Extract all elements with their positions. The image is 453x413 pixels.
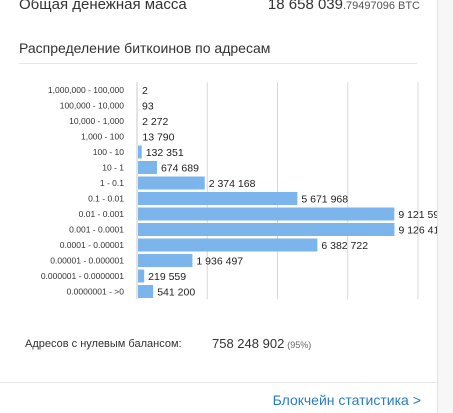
bar-value-label: 5 671 968 <box>301 194 348 206</box>
bar[interactable] <box>138 176 205 190</box>
stats-card: Общая денежная масса 18 658 039.79497096… <box>0 0 437 408</box>
bar-value-label: 541 200 <box>157 287 195 299</box>
total-supply-label: Общая денежная масса <box>19 0 187 13</box>
bar-value-label: 1 936 497 <box>196 256 243 268</box>
total-supply-integer: 18 658 039 <box>267 0 343 13</box>
bar-value-label: 219 559 <box>148 271 186 283</box>
bar-value-label: 2 272 <box>142 116 168 128</box>
title-divider <box>19 63 417 64</box>
category-label: 0.00001 - 0.000001 <box>50 256 124 266</box>
zero-balance-value: 758 248 902 (95%) <box>212 336 311 351</box>
card-edge <box>437 0 438 413</box>
distribution-title: Распределение биткоинов по адресам <box>19 40 271 56</box>
bar-value-label: 2 <box>142 85 148 97</box>
category-label: 0.000001 - 0.0000001 <box>41 271 124 281</box>
category-label: 0.0000001 - >0 <box>67 287 125 297</box>
bar[interactable] <box>138 254 193 267</box>
bar-value-label: 93 <box>142 101 154 113</box>
chevron-right-icon: > <box>412 392 421 408</box>
zero-balance-count: 758 248 902 <box>212 336 285 351</box>
bar-value-label: 132 351 <box>146 147 184 159</box>
bar[interactable] <box>138 161 157 174</box>
category-label: 0.001 - 0.0001 <box>69 225 124 235</box>
category-label: 1,000,000 - 100,000 <box>48 85 124 95</box>
zero-balance-percent: (95%) <box>287 340 312 350</box>
bar[interactable] <box>138 192 298 205</box>
category-label: 100 - 10 <box>93 147 124 157</box>
bar[interactable] <box>138 145 142 159</box>
footer-divider <box>0 382 437 383</box>
distribution-bar-chart: 1,000,000 - 100,000 2 100,000 - 10,000 93 10… <box>41 82 437 300</box>
bar[interactable] <box>138 285 154 298</box>
page-gutter <box>438 0 453 413</box>
zero-balance-row: Адресов с нулевым балансом: 758 248 902(… <box>25 336 311 351</box>
zero-balance-label: Адресов с нулевым балансом: <box>25 338 182 350</box>
bar[interactable] <box>138 269 145 283</box>
category-label: 0.0001 - 0.00001 <box>60 240 125 250</box>
bar-value-label: 9 126 417 <box>398 225 437 237</box>
total-supply-row: Общая денежная масса 18 658 039.79497096… <box>0 0 437 16</box>
category-label: 1 - 0.1 <box>100 178 124 188</box>
category-label: 0.01 - 0.001 <box>79 209 125 219</box>
category-label: 10,000 - 1,000 <box>69 116 124 126</box>
bar-value-label: 13 790 <box>142 132 174 144</box>
bar-value-label: 6 382 722 <box>321 240 368 252</box>
category-label: 0.1 - 0.01 <box>88 194 124 204</box>
bar[interactable] <box>138 207 395 221</box>
bar-value-label: 674 689 <box>161 163 199 175</box>
blockchain-stats-link-label: Блокчейн статистика <box>272 392 409 408</box>
blockchain-stats-link[interactable]: Блокчейн статистика > <box>273 392 421 408</box>
bar-value-label: 2 374 168 <box>209 178 256 190</box>
category-label: 10 - 1 <box>102 163 124 173</box>
total-supply-unit: BTC <box>398 0 420 12</box>
bar[interactable] <box>138 238 318 252</box>
category-label: 1,000 - 100 <box>81 132 124 142</box>
bar[interactable] <box>138 223 395 236</box>
total-supply-decimals: .79497096 <box>343 0 395 12</box>
total-supply-value: 18 658 039.79497096 BTC <box>268 0 420 13</box>
bar-value-label: 9 121 598 <box>398 209 437 221</box>
category-label: 100,000 - 10,000 <box>60 101 125 111</box>
